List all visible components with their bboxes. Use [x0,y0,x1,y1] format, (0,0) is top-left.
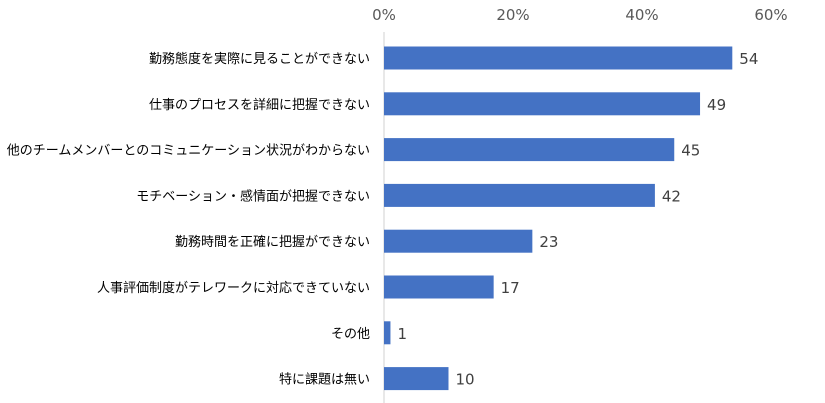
data-label: 49 [707,96,726,114]
x-tick-label: 0% [372,6,396,24]
data-label: 54 [739,50,758,68]
data-label: 42 [662,187,681,205]
bar [384,229,533,253]
bar [384,275,494,299]
x-tick-label: 40% [625,6,658,24]
category-label: モチベーション・感情面が把握できない [136,188,370,204]
bar [384,321,391,345]
bar [384,138,675,162]
bars [384,46,733,391]
data-label: 23 [539,233,558,251]
data-label: 10 [456,371,475,389]
bar [384,92,701,116]
category-label: その他 [331,327,370,342]
category-labels: 勤務態度を実際に見ることができない仕事のプロセスを詳細に把握できない他のチームメ… [7,51,370,388]
category-label: 仕事のプロセスを詳細に把握できない [149,97,370,113]
category-label: 特に課題は無い [279,372,370,388]
data-labels: 54 49 45 42 23 17 1 10 [397,50,758,389]
category-label: 他のチームメンバーとのコミュニケーション状況がわからない [7,144,370,159]
x-tick-label: 60% [754,6,787,24]
data-label: 1 [397,325,407,343]
bar [384,367,449,391]
category-label: 勤務時間を正確に把握ができない [175,234,370,250]
category-label: 勤務態度を実際に見ることができない [149,51,370,67]
bar [384,46,733,70]
data-label: 17 [501,279,520,297]
category-label: 人事評価制度がテレワークに対応できていない [97,280,370,296]
x-axis-ticks: 0% 20% 40% 60% [372,6,788,24]
data-label: 45 [681,142,700,160]
x-tick-label: 20% [496,6,529,24]
bar [384,183,655,207]
